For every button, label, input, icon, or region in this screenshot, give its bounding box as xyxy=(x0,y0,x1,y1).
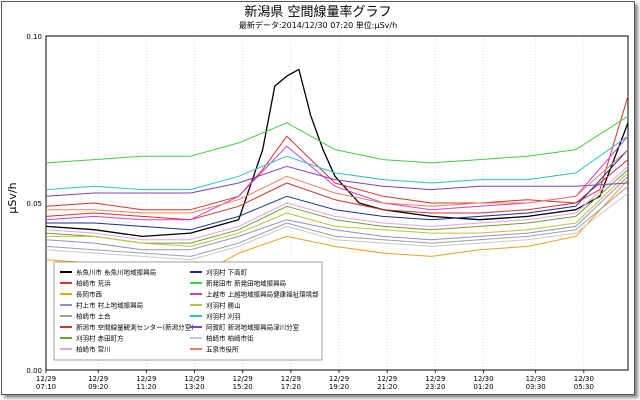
x-tick-label-date: 12/29 xyxy=(425,375,445,383)
x-tick-label-time: 05:30 xyxy=(574,383,594,391)
x-tick-label-time: 07:10 xyxy=(36,383,56,391)
legend-entry: 新発田市 新発田地域振興局 xyxy=(206,279,286,288)
series-line xyxy=(46,172,629,247)
series-line xyxy=(45,169,629,244)
series-line xyxy=(45,175,629,251)
x-tick-label-date: 12/29 xyxy=(233,375,253,383)
x-tick-label-time: 15:20 xyxy=(233,383,253,391)
x-tick-label-date: 12/30 xyxy=(574,375,594,383)
legend-entry: 糸魚川市 糸魚川地域振興局 xyxy=(76,268,156,277)
x-tick-label-date: 12/29 xyxy=(377,375,397,383)
y-tick-label: 0.00 xyxy=(26,367,42,375)
legend-entry: 刈羽村 刈羽 xyxy=(206,312,241,321)
series-line xyxy=(46,149,629,231)
x-tick-label-date: 12/30 xyxy=(526,375,546,383)
y-axis-label: μSv/h xyxy=(6,182,19,213)
legend-entry: 阿賀町 新潟地域振興局津川分室 xyxy=(206,323,300,332)
x-tick-label-date: 12/29 xyxy=(88,375,108,383)
chart-frame: 新潟県 空間線量率グラフ 最新データ:2014/12/30 07:20 単位:μ… xyxy=(1,1,635,395)
legend-box xyxy=(53,261,323,361)
x-axis: 12/2907:1012/2909:2012/2911:2012/2913:20… xyxy=(36,370,594,391)
series-line xyxy=(45,159,629,221)
legend-entry: 刈羽村 下高町 xyxy=(206,268,248,277)
legend-entry: 長岡市西 xyxy=(76,290,103,299)
series-line xyxy=(45,68,629,238)
y-axis: 0.00 0.05 0.10 xyxy=(26,33,42,375)
x-tick-label-time: 01:20 xyxy=(473,383,493,391)
series-line xyxy=(45,192,629,261)
legend-entry: 村上市 村上地域振興局 xyxy=(76,301,143,310)
series-line xyxy=(45,165,629,241)
legend-entry: 五泉市役所 xyxy=(206,345,239,354)
legend-entry: 柏崎市 柏崎市街 xyxy=(206,334,254,343)
y-tick-label: 0.05 xyxy=(26,200,42,208)
series-line xyxy=(45,115,629,164)
x-tick-label-time: 11:20 xyxy=(136,383,156,391)
x-tick-label-time: 03:30 xyxy=(526,383,546,391)
legend-entry: 柏崎市 宮川 xyxy=(76,345,111,354)
chart-subtitle: 最新データ:2014/12/30 07:20 単位:μSv/h xyxy=(239,20,397,30)
x-tick-label-time: 09:20 xyxy=(88,383,108,391)
x-tick-label-date: 12/29 xyxy=(329,375,349,383)
legend-entry: 新潟市 空間線量観測センター(新潟分室) xyxy=(76,323,194,332)
x-tick-label-date: 12/30 xyxy=(473,375,493,383)
x-tick-label-time: 13:20 xyxy=(184,383,204,391)
legend-entry: 刈羽村 勝山 xyxy=(206,301,241,310)
legend-entry: 刈羽村 赤田町方 xyxy=(76,334,124,343)
line-chart: 新潟県 空間線量率グラフ 最新データ:2014/12/30 07:20 単位:μ… xyxy=(6,4,629,391)
y-tick-label: 0.10 xyxy=(26,33,42,41)
legend-entry: 柏崎市 荒浜 xyxy=(76,279,111,288)
x-tick-label-time: 19:20 xyxy=(329,383,349,391)
x-tick-label-date: 12/29 xyxy=(136,375,156,383)
series-line xyxy=(46,149,629,214)
legend-entry: 柏崎市 土合 xyxy=(76,312,111,321)
series-line xyxy=(45,185,629,257)
x-tick-label-time: 21:20 xyxy=(377,383,397,391)
series-line xyxy=(45,165,629,197)
x-tick-label-date: 12/29 xyxy=(281,375,301,383)
x-tick-label-time: 23:20 xyxy=(425,383,445,391)
x-tick-label-time: 17:20 xyxy=(281,383,301,391)
series-layer xyxy=(45,68,629,281)
x-tick-label-date: 12/29 xyxy=(36,375,56,383)
legend-entry: 上越市 上越地域振興局健康福祉環境部 xyxy=(206,290,319,299)
plot-area xyxy=(45,35,629,371)
series-line xyxy=(45,95,629,211)
chart-title: 新潟県 空間線量率グラフ xyxy=(244,4,391,20)
series-line xyxy=(45,135,629,191)
x-tick-label-date: 12/29 xyxy=(184,375,204,383)
